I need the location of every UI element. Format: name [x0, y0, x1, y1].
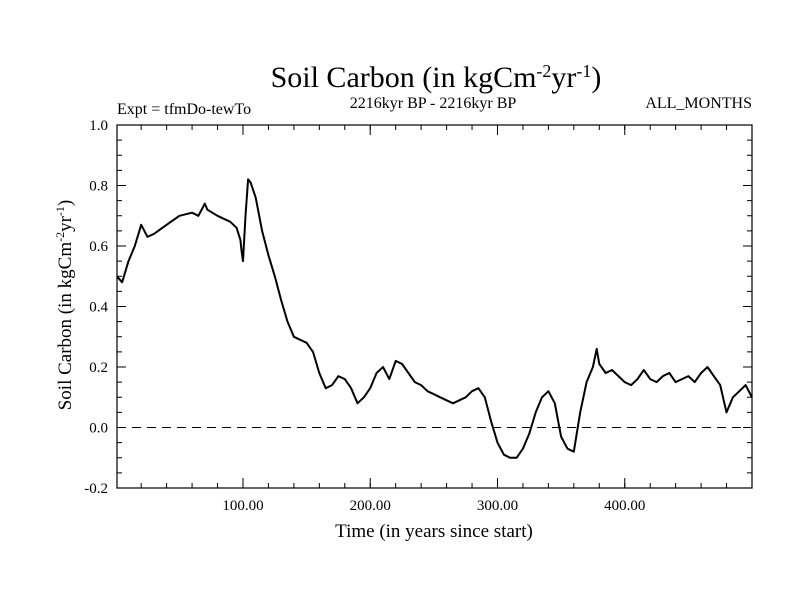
x-tick-label: 400.00: [604, 498, 645, 514]
y-tick-label: 0.6: [89, 239, 108, 255]
y-tick-label: 0.2: [89, 360, 108, 376]
y-tick-label: 0.0: [89, 421, 108, 437]
ylabel-superscript-2: -1: [53, 206, 67, 216]
y-minor-ticks: [117, 124, 752, 489]
ylabel-superscript-1: -2: [53, 232, 67, 242]
x-tick-label: 300.00: [477, 498, 518, 514]
x-axis-ticks: 100.00 200.00 300.00 400.00: [222, 125, 645, 514]
plot-frame: [116, 124, 753, 489]
period-label: 2216kyr BP - 2216kyr BP: [350, 95, 517, 112]
y-tick-label: 0.4: [89, 300, 108, 316]
y-tick-label: -0.2: [84, 481, 108, 497]
y-axis-label: Soil Carbon (in kgCm-2yr-1): [53, 200, 76, 411]
series-line-soil-carbon: [116, 178, 753, 459]
chart-title: Soil Carbon (in kgCm-2yr-1): [271, 61, 602, 94]
x-axis-label: Time (in years since start): [335, 521, 533, 542]
x-tick-label: 100.00: [222, 498, 263, 514]
y-axis-ticks: -0.2 0.0 0.2 0.4 0.6 0.8 1.0: [84, 118, 752, 497]
x-minor-ticks: [140, 125, 728, 488]
title-superscript-1: -2: [536, 61, 551, 81]
y-tick-label: 1.0: [89, 118, 108, 134]
x-tick-label: 200.00: [350, 498, 391, 514]
months-label: ALL_MONTHS: [645, 95, 752, 112]
y-tick-label: 0.8: [89, 179, 108, 195]
title-superscript-2: -1: [576, 61, 591, 81]
experiment-label: Expt = tfmDo-tewTo: [117, 101, 251, 118]
